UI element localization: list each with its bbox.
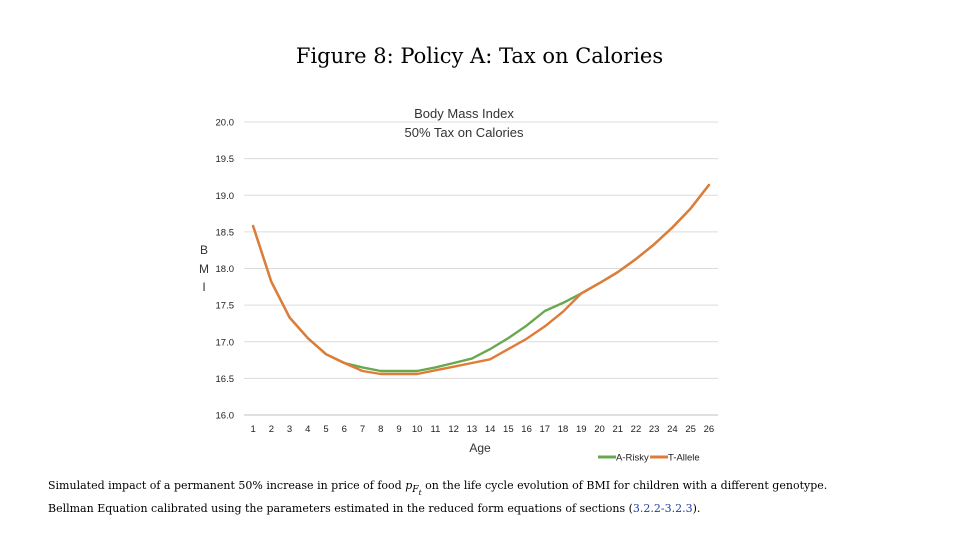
x-tick-label: 12 [448,424,459,435]
x-tick-label: 3 [287,424,292,435]
caption-text-1a: Simulated impact of a permanent 50% incr… [48,479,406,492]
y-tick-label: 20.0 [216,118,235,129]
caption-math-subsub: t [418,488,422,498]
x-tick-label: 24 [667,424,678,435]
x-tick-label: 8 [378,424,383,435]
legend-label-t-allele: T-Allele [668,453,700,464]
series-lines [251,183,711,376]
x-tick-label: 13 [467,424,478,435]
y-tick-label: 19.5 [216,154,235,165]
x-tick-label: 14 [485,424,496,435]
legend: A-Risky T-Allele [598,453,700,464]
x-tick-label: 20 [594,424,605,435]
section-reference-link[interactable]: 3.2.2-3.2.3 [632,502,693,516]
y-tick-label: 16.5 [216,374,235,385]
x-tick-label: 6 [342,424,347,435]
y-tick-label: 17.5 [216,301,235,312]
figure-caption: Simulated impact of a permanent 50% incr… [48,478,928,517]
y-axis-label: BMI [199,243,209,294]
gridlines [244,121,718,416]
chart-title-line-2: 50% Tax on Calories [405,125,524,140]
x-tick-label: 22 [631,424,642,435]
x-tick-label: 2 [269,424,274,435]
x-tick-label: 1 [250,424,255,435]
x-tick-label: 11 [430,424,440,435]
x-tick-label: 23 [649,424,660,435]
caption-math-sub: F [412,484,419,496]
x-tick-label: 4 [305,424,310,435]
y-tick-label: 17.0 [216,337,235,348]
caption-line-2: Bellman Equation calibrated using the pa… [48,501,928,517]
series-line-t-allele [251,183,711,376]
chart-title-line-1: Body Mass Index [414,106,514,121]
x-tick-label: 26 [704,424,715,435]
y-tick-label: 19.0 [216,191,235,202]
x-tick-label: 16 [521,424,532,435]
caption-text-2b: ). [692,502,701,516]
y-tick-label: 18.0 [216,264,235,275]
x-axis-label: Age [469,441,491,455]
caption-text-2a: Bellman Equation calibrated using the pa… [48,502,633,516]
x-tick-label: 5 [323,424,328,435]
legend-label-a-risky: A-Risky [616,453,649,464]
y-tick-labels: 16.0 16.5 17.0 17.5 18.0 18.5 19.0 19.5 20.0 [216,118,235,422]
x-tick-labels: 1 2 3 4 5 6 7 8 9 10 11 12 13 14 15 16 17 18 19 20 21 22 23 24 2… [250,424,714,435]
caption-math-p: p [405,479,413,492]
x-tick-label: 7 [360,424,365,435]
y-axis-label-letter: B [200,243,208,257]
x-tick-label: 25 [685,424,696,435]
chart-title-group: Body Mass Index 50% Tax on Calories [405,106,524,140]
figure-title: Figure 8: Policy A: Tax on Calories [295,44,664,68]
y-axis-label-letter: M [199,262,209,276]
x-tick-label: 9 [396,424,401,435]
x-tick-label: 18 [558,424,569,435]
y-axis-label-letter: I [202,280,205,294]
bmi-line-chart: Body Mass Index 50% Tax on Calories 16.0… [199,106,718,464]
series-line-a-risky [251,183,711,373]
x-tick-label: 21 [612,424,623,435]
y-tick-label: 18.5 [216,227,235,238]
x-tick-label: 17 [540,424,551,435]
x-tick-label: 19 [576,424,587,435]
x-tick-label: 15 [503,424,514,435]
y-tick-label: 16.0 [216,411,235,422]
x-tick-label: 10 [412,424,423,435]
caption-line-1: Simulated impact of a permanent 50% incr… [48,478,928,501]
caption-text-1b: on the life cycle evolution of BMI for c… [421,479,828,492]
